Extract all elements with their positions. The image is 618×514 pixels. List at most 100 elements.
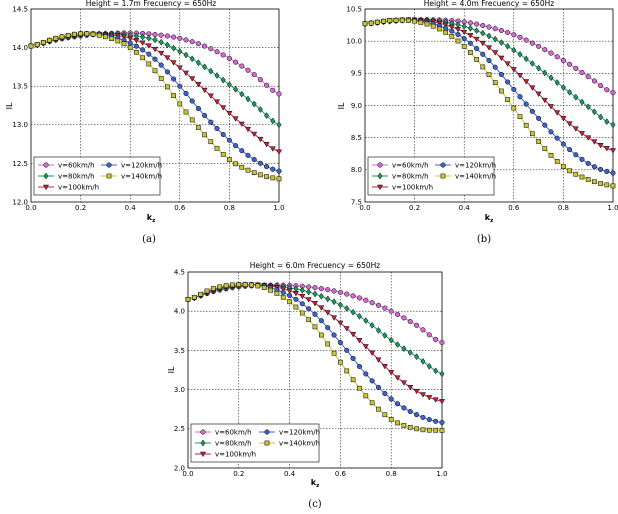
panel-b-ticks: 0.0 0.2 0.4 0.6 0.8 1.0 7.5 8.0 8.5 9.0 9.5 10.0 10.… (346, 5, 618, 212)
panel-b-xtick-label: 0.8 (558, 204, 569, 212)
panel-b-data-point (486, 24, 492, 30)
panel-c-data-point (198, 291, 204, 297)
panel-a: Height = 1.7m Frecuency = 650Hz 0.0 0.2 0.… (5, 0, 285, 245)
panel-b-data-point (579, 98, 585, 106)
panel-a-ytick-label: 12.5 (12, 160, 28, 168)
panel-c-ticks: 0.0 0.2 0.4 0.6 0.8 1.0 2.0 2.5 3.0 3.5 4.0 4.5 (174, 268, 448, 478)
panel-c-data-point (407, 408, 413, 415)
panel-c-data-point (350, 332, 357, 338)
panel-c-data-point (211, 286, 216, 291)
panel-a-data-point (96, 32, 102, 38)
panel-c-data-point (312, 311, 318, 317)
panel-a-data-point (41, 40, 46, 45)
panel-a-data-point (164, 33, 170, 39)
panel-c-xtick-label: 0.6 (335, 470, 347, 478)
panel-a-legend-marker (106, 173, 112, 179)
panel-c-data-point (293, 296, 299, 302)
panel-c-data-point (344, 291, 350, 297)
panel-b-data-point (567, 168, 572, 174)
panel-b-data-point (572, 126, 579, 132)
panel-a-data-point (146, 34, 152, 42)
panel-c-data-point (420, 327, 426, 333)
panel-b-data-point (554, 159, 560, 164)
panel-a-data-point (251, 131, 258, 138)
panel-c-data-point (192, 294, 197, 300)
panel-c-data-point (185, 297, 191, 302)
panel-c-data-point (338, 359, 343, 365)
panel-a-data-point (171, 76, 177, 82)
panel-c-data-point (325, 287, 331, 293)
panel-c-legend-label: v=100km/h (215, 451, 256, 459)
panel-c-series-v140kmh (185, 282, 445, 433)
panel-b-xtick-label: 0.0 (359, 204, 370, 212)
panel-b-ytick-label: 8.0 (351, 166, 362, 174)
panel-a-data-point (214, 125, 220, 132)
panel-a-data-point (276, 121, 282, 129)
panel-b-data-point (603, 146, 610, 152)
panel-b-data-point (542, 69, 548, 77)
panel-b-legend: v=60km/h v=80km/h v=100km/h v=120km/h v=140k… (367, 156, 496, 196)
panel-b-data-point (454, 27, 462, 33)
panel-c-data-point (381, 364, 388, 370)
panel-c-ytick-label: 2.5 (174, 425, 185, 433)
panel-b-data-point (387, 18, 393, 23)
panel-c-data-point (394, 375, 401, 381)
panel-a-data-point (121, 41, 127, 47)
panel-c-data-point (311, 301, 319, 307)
panel-b-data-point (560, 84, 566, 91)
panel-c-data-point (388, 417, 394, 422)
panel-b-data-point (598, 166, 604, 172)
panel-a-data-point (201, 87, 208, 94)
panel-b-data-point (579, 156, 585, 162)
panel-c-data-point (388, 396, 394, 402)
panel-c-data-point (305, 297, 312, 303)
panel-c-data-point (280, 286, 287, 292)
panel-a-data-point (127, 40, 133, 46)
panel-a-data-point (227, 157, 232, 162)
panel-a-data-point (183, 37, 189, 43)
panel-a-data-point (158, 62, 164, 68)
panel-c-data-point (344, 368, 350, 374)
panel-c-data-point (388, 336, 394, 344)
panel-c-data-point (357, 385, 362, 391)
panel-a-xtick-label: 0.2 (75, 204, 86, 212)
panel-b-xtick-label: 0.2 (409, 204, 420, 212)
panel-b-data-point (529, 85, 536, 91)
panel-c-data-point (407, 318, 413, 325)
panel-c-data-point (293, 304, 299, 310)
panel-c-ylabel: IL (167, 366, 176, 373)
panel-c-data-point (343, 326, 350, 332)
panel-b-data-point (604, 118, 610, 126)
panel-c-data-point (306, 284, 312, 290)
panel-c-data-point (325, 341, 331, 347)
panel-c-data-point (356, 312, 362, 320)
panel-c-data-point (375, 357, 382, 363)
panel-c-data-point (369, 350, 376, 357)
panel-c-data-point (363, 317, 369, 325)
panel-c-data-point (230, 282, 235, 288)
panel-a-data-point (183, 90, 189, 97)
panel-a-data-point (270, 175, 276, 181)
panel-c-data-point (433, 336, 439, 342)
panel-a-data-point (207, 93, 214, 99)
panel-c-data-point (395, 420, 400, 426)
panel-b-data-point (468, 50, 473, 55)
panel-c-data-point (382, 412, 388, 418)
panel-c-ytick-label: 3.5 (174, 347, 185, 355)
panel-b-data-point (591, 78, 597, 84)
panel-a-data-point (245, 167, 251, 173)
panel-c-data-point (401, 423, 407, 428)
panel-a-xtick-label: 1.0 (273, 204, 284, 212)
panel-a-data-point (257, 136, 264, 143)
panel-b-data-point (579, 69, 585, 76)
panel-a-data-point (158, 38, 164, 46)
panel-b-data-point (467, 33, 474, 39)
panel-a-data-point (28, 43, 34, 49)
panel-c-data-point (420, 427, 426, 433)
panel-c-data-point (414, 322, 420, 328)
panel-c-legend-label: v=60km/h (215, 429, 252, 437)
panel-c-legend-marker (200, 439, 206, 447)
panel-b-data-point (567, 147, 573, 153)
panel-c-data-point (356, 295, 363, 301)
